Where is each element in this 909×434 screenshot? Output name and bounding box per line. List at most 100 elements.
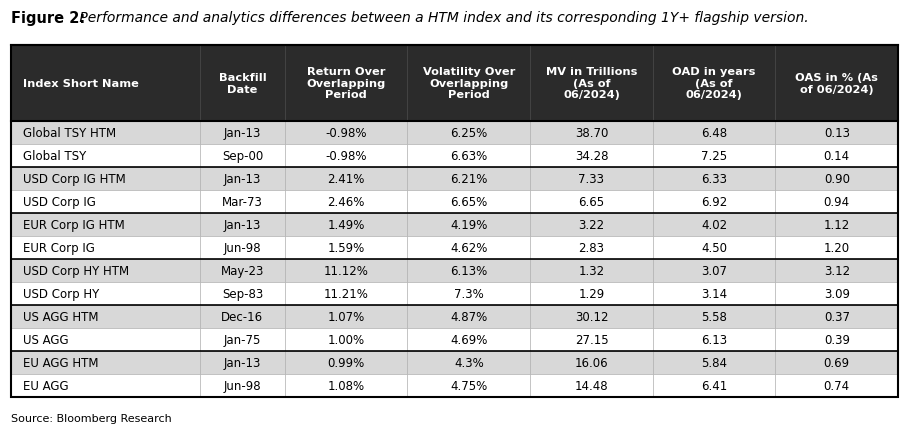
Bar [530,305,653,328]
Bar [407,237,530,259]
Bar [775,122,898,145]
Bar [775,282,898,305]
Bar [11,191,200,214]
Text: 1.12: 1.12 [824,218,850,231]
Text: Jan-13: Jan-13 [224,218,261,231]
Bar [11,145,200,168]
Bar [653,122,775,145]
Text: Mar-73: Mar-73 [222,195,263,208]
Text: 27.15: 27.15 [574,333,608,346]
Bar [200,305,285,328]
Bar [200,145,285,168]
Bar [200,122,285,145]
Text: 4.69%: 4.69% [450,333,487,346]
Bar [200,46,285,122]
Text: EUR Corp IG: EUR Corp IG [23,241,95,254]
Bar [407,351,530,374]
Bar [653,259,775,282]
Text: 3.22: 3.22 [578,218,604,231]
Text: 6.65: 6.65 [578,195,604,208]
Text: May-23: May-23 [221,264,265,277]
Bar [407,191,530,214]
Text: 0.69: 0.69 [824,356,850,369]
Bar [11,122,200,145]
Text: USD Corp HY: USD Corp HY [23,287,99,300]
Text: 4.50: 4.50 [701,241,727,254]
Bar [285,168,407,191]
Text: 6.13%: 6.13% [450,264,487,277]
Bar [285,259,407,282]
Bar [407,46,530,122]
Text: Sep-00: Sep-00 [222,149,263,162]
Text: 0.13: 0.13 [824,127,850,139]
Bar [285,191,407,214]
Bar [285,328,407,351]
Bar [11,282,200,305]
Text: Sep-83: Sep-83 [222,287,263,300]
Bar [285,351,407,374]
Bar [11,168,200,191]
Bar [775,237,898,259]
Text: Figure 2:: Figure 2: [11,11,85,26]
Bar [200,282,285,305]
Bar [530,259,653,282]
Bar [653,214,775,237]
Text: 4.19%: 4.19% [450,218,487,231]
Bar [653,145,775,168]
Text: Jun-98: Jun-98 [224,241,261,254]
Bar [200,259,285,282]
Text: USD Corp IG: USD Corp IG [23,195,95,208]
Bar [200,328,285,351]
Text: 0.37: 0.37 [824,310,850,323]
Text: Global TSY HTM: Global TSY HTM [23,127,115,139]
Bar [775,351,898,374]
Text: 34.28: 34.28 [574,149,608,162]
Bar [653,168,775,191]
Bar [530,122,653,145]
Text: 2.83: 2.83 [578,241,604,254]
Bar [285,282,407,305]
Text: Jan-13: Jan-13 [224,172,261,185]
Bar [775,168,898,191]
Bar [200,351,285,374]
Bar [200,191,285,214]
Text: 6.25%: 6.25% [450,127,487,139]
Bar [11,46,200,122]
Text: 0.14: 0.14 [824,149,850,162]
Bar [775,145,898,168]
Text: 3.07: 3.07 [701,264,727,277]
Bar [530,374,653,397]
Bar [200,237,285,259]
Text: 4.87%: 4.87% [450,310,487,323]
Bar [407,374,530,397]
Text: 4.02: 4.02 [701,218,727,231]
Text: EU AGG: EU AGG [23,379,68,392]
Text: 6.48: 6.48 [701,127,727,139]
Bar [11,214,200,237]
Bar [200,168,285,191]
Text: 5.84: 5.84 [701,356,727,369]
Text: 14.48: 14.48 [574,379,608,392]
Text: 1.07%: 1.07% [327,310,365,323]
Text: 2.46%: 2.46% [327,195,365,208]
Text: 1.29: 1.29 [578,287,604,300]
Text: Source: Bloomberg Research: Source: Bloomberg Research [11,413,172,423]
Text: Return Over
Overlapping
Period: Return Over Overlapping Period [306,67,385,100]
Bar [775,328,898,351]
Text: EU AGG HTM: EU AGG HTM [23,356,98,369]
Text: 7.33: 7.33 [578,172,604,185]
Bar [285,374,407,397]
Text: 7.3%: 7.3% [454,287,484,300]
Bar [285,122,407,145]
Text: 2.41%: 2.41% [327,172,365,185]
Text: 4.75%: 4.75% [450,379,487,392]
Bar [530,168,653,191]
Text: 3.14: 3.14 [701,287,727,300]
Text: 6.13: 6.13 [701,333,727,346]
Text: 6.65%: 6.65% [450,195,487,208]
Bar [407,122,530,145]
Bar [11,46,898,397]
Bar [653,351,775,374]
Text: 1.08%: 1.08% [327,379,365,392]
Text: 16.06: 16.06 [574,356,608,369]
